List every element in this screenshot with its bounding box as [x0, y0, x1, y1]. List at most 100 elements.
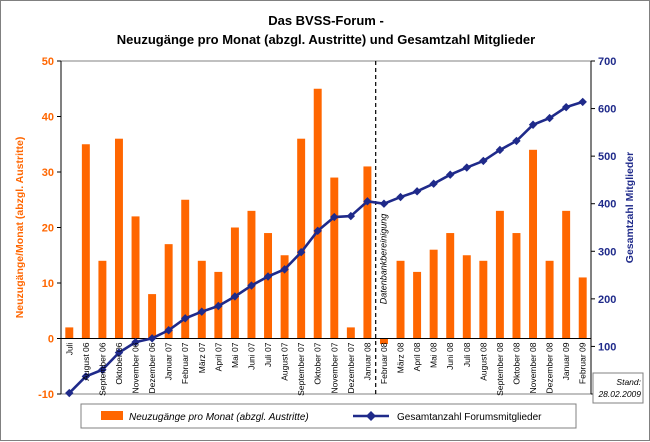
bar-13	[264, 233, 273, 339]
line-series	[65, 97, 587, 398]
bar-7	[164, 244, 173, 339]
line-point-28	[512, 136, 521, 146]
bar-11	[230, 227, 239, 339]
left-tick-label: 0	[48, 334, 54, 346]
stamp-line2: 28.02.2009	[597, 389, 641, 399]
bar-4	[114, 138, 123, 339]
category-label: Dezember 08	[545, 342, 555, 393]
stamp-frame	[592, 372, 644, 404]
line-point-12	[247, 281, 256, 290]
bar-25	[462, 255, 471, 339]
category-label: September 07	[296, 342, 306, 396]
legend: Neuzugänge pro Monat (abzgl. Austritte) …	[80, 403, 577, 429]
bar-27	[495, 210, 504, 339]
line-point-29	[528, 120, 538, 129]
stamp-box: Stand: 28.02.2009	[592, 372, 644, 404]
line-point-24	[446, 170, 455, 179]
left-tick-label: 30	[42, 167, 54, 179]
bar-12	[247, 210, 256, 339]
category-label: Februar 08	[379, 342, 389, 384]
line-point-21	[396, 192, 405, 202]
line-point-31	[561, 102, 571, 112]
bar-16	[313, 88, 322, 339]
right-tick-label: 700	[598, 56, 616, 68]
category-label: November 07	[329, 342, 339, 393]
bar-3	[98, 260, 107, 339]
category-label: Januar 08	[362, 342, 372, 380]
bar-6	[148, 294, 157, 339]
line-point-27	[495, 145, 505, 155]
bar-26	[479, 260, 488, 339]
category-label: März 08	[396, 342, 406, 373]
left-tick-label: 20	[42, 223, 54, 235]
chart-title-line2: Neuzugänge pro Monat (abzgl. Austritte) …	[117, 32, 535, 47]
annotation-group: Datenbankbereinigung	[375, 61, 389, 394]
right-axis-title: Gesamtzahl Mitglieder	[624, 152, 636, 263]
right-tick-label: 400	[598, 199, 616, 211]
category-label: Oktober 08	[511, 342, 521, 384]
category-label: April 08	[412, 342, 422, 371]
right-tick-label: 500	[598, 151, 616, 163]
line-point-1	[65, 388, 74, 398]
bar-14	[280, 255, 289, 339]
category-label: Februar 07	[180, 342, 190, 384]
category-label: Januar 09	[561, 342, 571, 380]
bar-29	[529, 149, 538, 339]
line-point-4	[114, 348, 124, 357]
bar-2	[81, 144, 90, 339]
category-label: Juli 07	[263, 342, 273, 367]
category-label: Oktober 06	[114, 342, 124, 384]
category-label: Dezember 06	[147, 342, 157, 393]
chart-title-line1: Das BVSS-Forum -	[268, 13, 384, 28]
left-tick-label: 50	[42, 56, 54, 68]
right-tick-label: 300	[598, 246, 616, 258]
bar-31	[562, 210, 571, 339]
bar-22	[413, 271, 422, 339]
right-tick-label: 100	[598, 341, 616, 353]
category-label: Oktober 07	[313, 342, 323, 384]
stamp-line1: Stand:	[616, 377, 641, 387]
legend-label-bars: Neuzugänge pro Monat (abzgl. Austritte)	[129, 412, 309, 423]
category-label: November 06	[131, 342, 141, 393]
bar-15	[297, 138, 306, 339]
right-tick-label: 200	[598, 294, 616, 306]
line-point-22	[412, 187, 422, 196]
line-point-2	[81, 372, 91, 381]
bar-19	[363, 166, 372, 339]
bar-21	[396, 260, 405, 339]
line-point-11	[230, 292, 240, 301]
category-label: Juni 08	[445, 342, 455, 370]
category-label: Mai 07	[230, 342, 240, 368]
category-label: Juli 08	[462, 342, 472, 367]
bar-23	[429, 249, 438, 339]
category-label: September 06	[97, 342, 107, 396]
line-point-8	[181, 314, 190, 323]
line-point-32	[578, 97, 587, 107]
category-label: Mai 08	[429, 342, 439, 368]
bar-32	[578, 277, 587, 339]
bar-24	[446, 233, 455, 339]
line-point-9	[197, 307, 206, 316]
category-label: Juli	[64, 342, 74, 355]
left-tick-label: 40	[42, 112, 54, 124]
bar-28	[512, 233, 521, 339]
bar-30	[545, 260, 554, 339]
line-point-23	[429, 179, 438, 188]
line-point-5	[131, 337, 140, 347]
bar-17	[330, 177, 339, 339]
left-axis-ticks: -10 0 10 20 30 40 50	[38, 56, 61, 401]
category-label: März 07	[197, 342, 207, 373]
category-label: Dezember 07	[346, 342, 356, 393]
line-point-16	[313, 226, 322, 236]
left-tick-label: -10	[38, 389, 54, 401]
bar-9	[197, 260, 206, 339]
category-label: Februar 09	[578, 342, 588, 384]
line-point-18	[346, 211, 356, 221]
bar-18	[346, 327, 355, 339]
category-label: August 08	[478, 342, 488, 381]
right-tick-label: 600	[598, 104, 616, 116]
line-point-30	[545, 113, 554, 123]
